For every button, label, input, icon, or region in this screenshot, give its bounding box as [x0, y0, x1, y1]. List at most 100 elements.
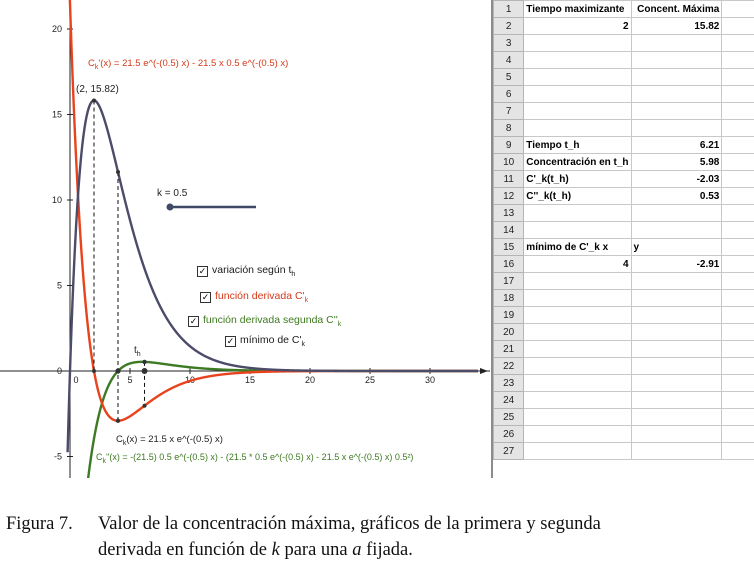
row-header[interactable]: 11 [493, 170, 525, 188]
row-header[interactable]: 22 [493, 357, 525, 375]
checkbox-second-derivative[interactable]: ✓ función derivada segunda C''k [188, 314, 341, 328]
row-header[interactable]: 6 [493, 85, 525, 103]
row-header[interactable]: 8 [493, 119, 525, 137]
sheet-row[interactable]: 17 [493, 272, 754, 290]
sheet-row[interactable]: 4 [493, 51, 754, 69]
cell-b[interactable] [630, 34, 723, 52]
cell-b[interactable] [630, 119, 723, 137]
cell-a[interactable] [523, 221, 632, 239]
sheet-row[interactable]: 6 [493, 85, 754, 103]
cell-b[interactable] [630, 289, 723, 307]
cell-b[interactable]: 6.21 [630, 136, 723, 154]
cell-b[interactable] [630, 68, 723, 86]
cell-a[interactable]: 4 [523, 255, 632, 273]
sheet-row[interactable]: 18 [493, 289, 754, 307]
cell-a[interactable] [523, 272, 632, 290]
sheet-row[interactable]: 9 Tiempo t_h 6.21 [493, 136, 754, 154]
sheet-row[interactable]: 13 [493, 204, 754, 222]
row-header[interactable]: 10 [493, 153, 525, 171]
cell-b[interactable] [630, 221, 723, 239]
checkbox-box[interactable]: ✓ [197, 265, 208, 277]
cell-a[interactable] [523, 119, 632, 137]
cell-c[interactable] [721, 119, 754, 137]
cell-c[interactable] [721, 238, 754, 256]
cell-b[interactable] [630, 391, 723, 409]
spreadsheet-table[interactable]: 1 Tiempo maximizante Concent. Máxima 2 2 15.8… [493, 0, 754, 460]
cell-a[interactable] [523, 306, 632, 324]
cell-c[interactable] [721, 68, 754, 86]
row-header[interactable]: 4 [493, 51, 525, 69]
cell-b[interactable] [630, 323, 723, 341]
cell-a[interactable] [523, 51, 632, 69]
checkbox-min-derivative[interactable]: ✓ mínimo de C'k [225, 334, 305, 348]
cell-b[interactable] [630, 357, 723, 375]
cell-a[interactable]: Tiempo t_h [523, 136, 632, 154]
sheet-row[interactable]: 11 C'_k(t_h) -2.03 [493, 170, 754, 188]
cell-a[interactable] [523, 289, 632, 307]
row-header[interactable]: 3 [493, 34, 525, 52]
row-header[interactable]: 26 [493, 425, 525, 443]
cell-c[interactable] [721, 306, 754, 324]
cell-a[interactable] [523, 68, 632, 86]
sheet-row[interactable]: 19 [493, 306, 754, 324]
cell-b[interactable]: 15.82 [630, 17, 723, 35]
cell-b[interactable] [630, 306, 723, 324]
cell-a[interactable]: C'_k(t_h) [523, 170, 632, 188]
cell-a[interactable] [523, 374, 632, 392]
sheet-row[interactable]: 21 [493, 340, 754, 358]
cell-b[interactable] [630, 51, 723, 69]
row-header[interactable]: 13 [493, 204, 525, 222]
cell-b[interactable] [630, 442, 723, 460]
cell-b[interactable]: y [630, 238, 723, 256]
row-header[interactable]: 12 [493, 187, 525, 205]
cell-c[interactable] [721, 153, 754, 171]
cell-a[interactable] [523, 357, 632, 375]
cell-c[interactable] [721, 357, 754, 375]
cell-a[interactable] [523, 391, 632, 409]
cell-a[interactable]: mínimo de C'_k x [523, 238, 632, 256]
sheet-row[interactable]: 2 2 15.82 [493, 17, 754, 35]
cell-c[interactable] [721, 391, 754, 409]
cell-c[interactable] [721, 255, 754, 273]
sheet-row[interactable]: 27 [493, 442, 754, 460]
cell-c[interactable] [721, 17, 754, 35]
cell-a[interactable] [523, 340, 632, 358]
cell-c[interactable] [721, 323, 754, 341]
cell-c[interactable] [721, 425, 754, 443]
cell-a[interactable]: Concentración en t_h [523, 153, 632, 171]
sheet-row[interactable]: 22 [493, 357, 754, 375]
cell-a[interactable] [523, 408, 632, 426]
row-header[interactable]: 18 [493, 289, 525, 307]
row-header[interactable]: 24 [493, 391, 525, 409]
cell-a[interactable] [523, 34, 632, 52]
sheet-row[interactable]: 12 C''_k(t_h) 0.53 [493, 187, 754, 205]
cell-a[interactable] [523, 102, 632, 120]
graph-view[interactable]: 20 15 10 5 0 -5 0 5 10 15 20 25 30 Ck'(x) = 21.5 e^(… [0, 0, 490, 478]
row-header[interactable]: 16 [493, 255, 525, 273]
row-header[interactable]: 7 [493, 102, 525, 120]
sheet-row[interactable]: 25 [493, 408, 754, 426]
row-header[interactable]: 17 [493, 272, 525, 290]
cell-c[interactable] [721, 221, 754, 239]
row-header[interactable]: 5 [493, 68, 525, 86]
cell-c[interactable] [721, 408, 754, 426]
sheet-row[interactable]: 7 [493, 102, 754, 120]
sheet-row[interactable]: 14 [493, 221, 754, 239]
row-header[interactable]: 9 [493, 136, 525, 154]
cell-a[interactable] [523, 204, 632, 222]
sheet-row[interactable]: 8 [493, 119, 754, 137]
cell-b[interactable] [630, 374, 723, 392]
cell-b[interactable]: 0.53 [630, 187, 723, 205]
cell-a[interactable]: Tiempo maximizante [523, 0, 632, 18]
cell-b[interactable] [630, 85, 723, 103]
cell-a[interactable]: C''_k(t_h) [523, 187, 632, 205]
sheet-row[interactable]: 23 [493, 374, 754, 392]
cell-c[interactable] [721, 442, 754, 460]
row-header[interactable]: 25 [493, 408, 525, 426]
cell-c[interactable] [721, 170, 754, 188]
row-header[interactable]: 19 [493, 306, 525, 324]
sheet-row[interactable]: 20 [493, 323, 754, 341]
cell-a[interactable] [523, 425, 632, 443]
